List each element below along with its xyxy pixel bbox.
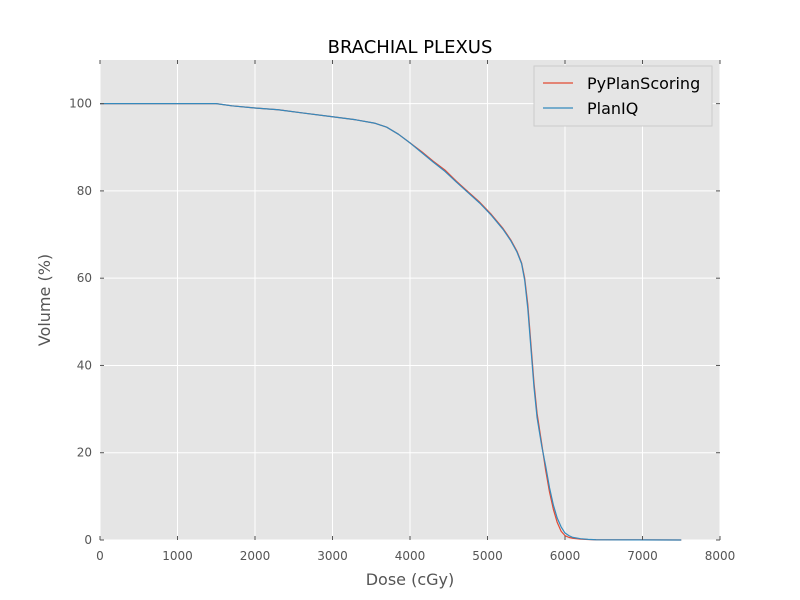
y-axis-label: Volume (%) bbox=[35, 254, 54, 346]
x-axis-label: Dose (cGy) bbox=[366, 570, 455, 589]
x-tick-label: 0 bbox=[96, 549, 104, 563]
x-tick-label: 7000 bbox=[627, 549, 658, 563]
grid-lines bbox=[99, 60, 721, 541]
series-line-planiq bbox=[100, 103, 682, 541]
y-tick-label: 100 bbox=[69, 97, 92, 111]
axis-ticks: 0 1000 2000 3000 4000 5000 6000 7000 8000 0 20 40 60… bbox=[69, 60, 735, 563]
x-tick-label: 2000 bbox=[240, 549, 271, 563]
x-tick-label: 3000 bbox=[317, 549, 348, 563]
x-tick-label: 6000 bbox=[550, 549, 581, 563]
x-tick-label: 5000 bbox=[472, 549, 503, 563]
y-tick-label: 80 bbox=[77, 184, 92, 198]
series-lines bbox=[100, 103, 682, 541]
x-tick-label: 4000 bbox=[395, 549, 426, 563]
y-tick-label: 40 bbox=[77, 358, 92, 372]
legend-label-pyplanscoring: PyPlanScoring bbox=[587, 74, 700, 93]
legend-label-planiq: PlanIQ bbox=[587, 99, 638, 118]
legend-box bbox=[533, 65, 713, 127]
x-tick-label: 8000 bbox=[705, 549, 736, 563]
legend: PyPlanScoring PlanIQ bbox=[533, 65, 713, 127]
y-tick-label: 20 bbox=[77, 446, 92, 460]
x-tick-label: 1000 bbox=[162, 549, 193, 563]
chart-title: BRACHIAL PLEXUS bbox=[328, 37, 493, 58]
y-tick-label: 60 bbox=[77, 271, 92, 285]
y-tick-label: 0 bbox=[84, 533, 92, 547]
